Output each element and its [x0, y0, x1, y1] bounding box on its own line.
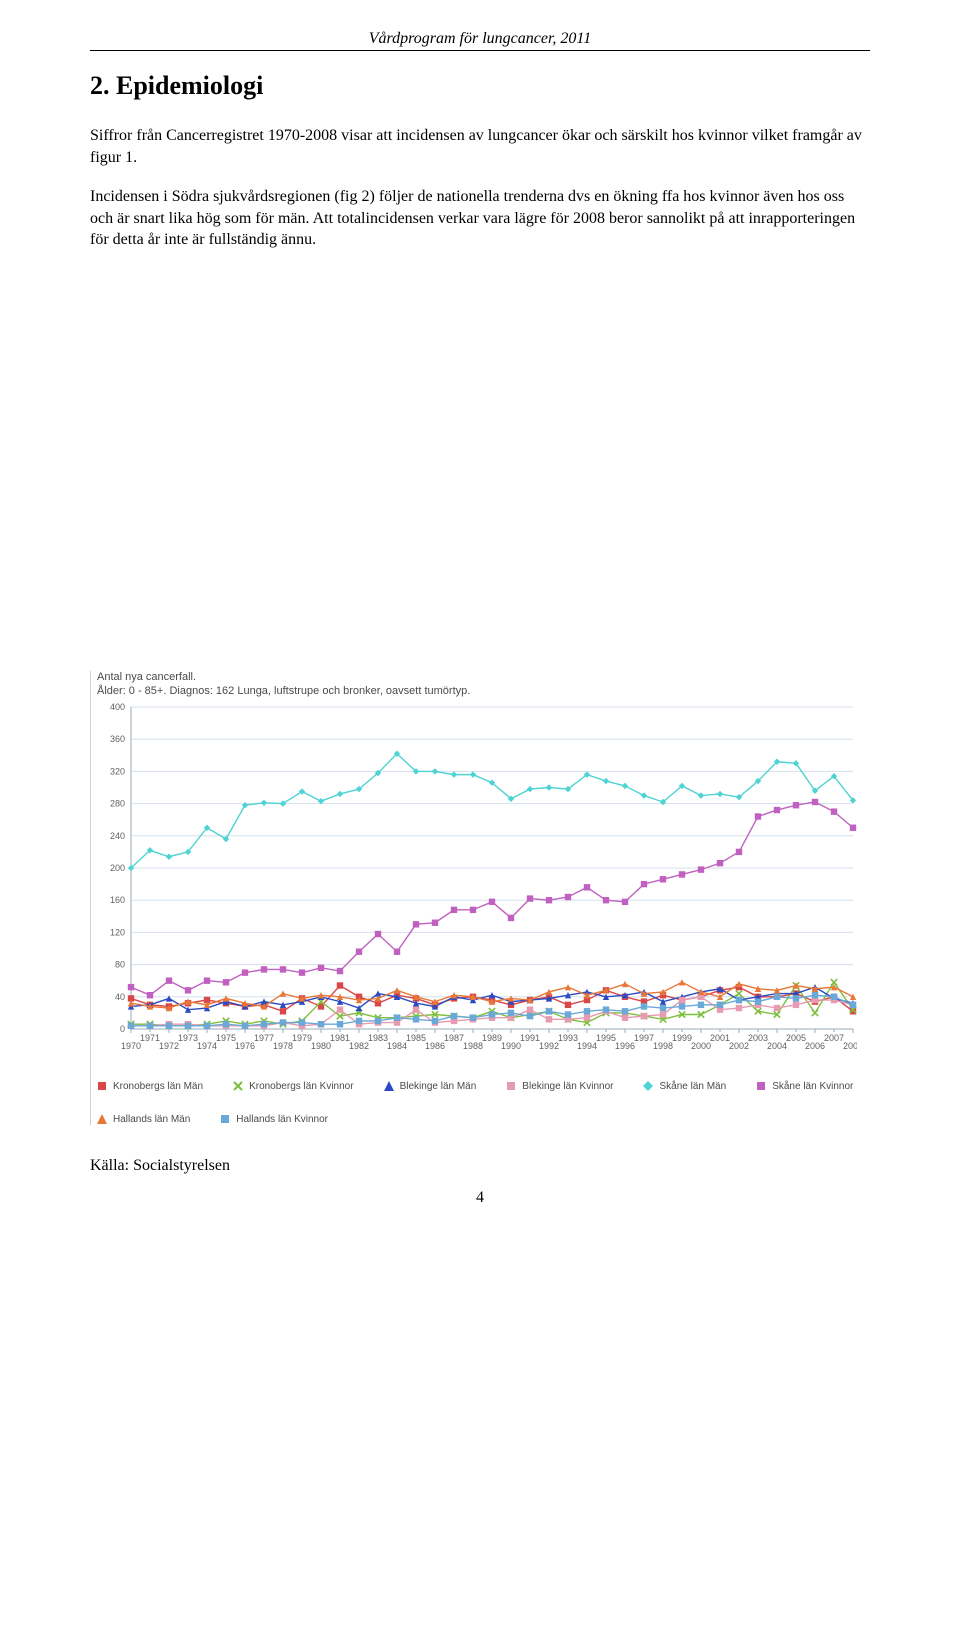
chart-caption-line2: Ålder: 0 - 85+. Diagnos: 162 Lunga, luft… [97, 685, 870, 697]
svg-text:1979: 1979 [292, 1033, 312, 1043]
legend-item-halland_kvinnor: Hallands län Kvinnor [220, 1114, 328, 1125]
legend-label: Skåne län Män [659, 1081, 726, 1092]
svg-text:200: 200 [110, 863, 125, 873]
chart-container: Antal nya cancerfall. Ålder: 0 - 85+. Di… [90, 671, 870, 1125]
legend-item-skane_kvinnor: Skåne län Kvinnor [756, 1081, 853, 1092]
svg-text:1976: 1976 [235, 1041, 255, 1051]
legend-label: Hallands län Kvinnor [236, 1114, 328, 1125]
svg-text:280: 280 [110, 799, 125, 809]
svg-text:1985: 1985 [406, 1033, 426, 1043]
svg-text:1988: 1988 [463, 1041, 483, 1051]
svg-text:1971: 1971 [140, 1033, 160, 1043]
svg-text:240: 240 [110, 831, 125, 841]
svg-text:1999: 1999 [672, 1033, 692, 1043]
legend-item-halland_man: Hallands län Män [97, 1114, 190, 1125]
legend-marker-icon [233, 1081, 243, 1091]
paragraph-2: Incidensen i Södra sjukvårdsregionen (fi… [90, 186, 870, 251]
svg-text:2005: 2005 [786, 1033, 806, 1043]
svg-text:1983: 1983 [368, 1033, 388, 1043]
svg-text:1982: 1982 [349, 1041, 369, 1051]
legend-marker-icon [97, 1114, 107, 1124]
legend-item-blekinge_man: Blekinge län Män [384, 1081, 477, 1092]
svg-text:1998: 1998 [653, 1041, 673, 1051]
svg-text:1970: 1970 [121, 1041, 141, 1051]
legend-marker-icon [643, 1081, 653, 1091]
legend-marker-icon [97, 1081, 107, 1091]
svg-text:1981: 1981 [330, 1033, 350, 1043]
legend-label: Blekinge län Kvinnor [522, 1081, 613, 1092]
svg-text:1972: 1972 [159, 1041, 179, 1051]
svg-text:1996: 1996 [615, 1041, 635, 1051]
chart-legend: Kronobergs län Män Kronobergs län Kvinnor… [97, 1081, 870, 1125]
svg-text:40: 40 [115, 992, 125, 1002]
svg-text:1993: 1993 [558, 1033, 578, 1043]
svg-text:2002: 2002 [729, 1041, 749, 1051]
svg-text:1997: 1997 [634, 1033, 654, 1043]
svg-text:1977: 1977 [254, 1033, 274, 1043]
page-header: Vårdprogram för lungcancer, 2011 [90, 30, 870, 51]
svg-text:120: 120 [110, 927, 125, 937]
svg-text:1975: 1975 [216, 1033, 236, 1043]
svg-text:1974: 1974 [197, 1041, 217, 1051]
svg-text:1989: 1989 [482, 1033, 502, 1043]
svg-text:360: 360 [110, 734, 125, 744]
svg-text:1980: 1980 [311, 1041, 331, 1051]
svg-text:1990: 1990 [501, 1041, 521, 1051]
chart-caption-line1: Antal nya cancerfall. [97, 671, 870, 683]
legend-marker-icon [384, 1081, 394, 1091]
legend-label: Kronobergs län Kvinnor [249, 1081, 354, 1092]
svg-text:1984: 1984 [387, 1041, 407, 1051]
svg-text:1995: 1995 [596, 1033, 616, 1043]
svg-text:400: 400 [110, 702, 125, 712]
svg-text:2006: 2006 [805, 1041, 825, 1051]
svg-text:1987: 1987 [444, 1033, 464, 1043]
page-number: 4 [90, 1189, 870, 1207]
legend-item-blekinge_kvinnor: Blekinge län Kvinnor [506, 1081, 613, 1092]
svg-text:80: 80 [115, 960, 125, 970]
legend-label: Hallands län Män [113, 1114, 190, 1125]
legend-item-skane_man: Skåne län Män [643, 1081, 726, 1092]
svg-text:2000: 2000 [691, 1041, 711, 1051]
legend-label: Skåne län Kvinnor [772, 1081, 853, 1092]
legend-label: Kronobergs län Män [113, 1081, 203, 1092]
legend-marker-icon [220, 1114, 230, 1124]
legend-label: Blekinge län Män [400, 1081, 477, 1092]
svg-text:1991: 1991 [520, 1033, 540, 1043]
legend-marker-icon [506, 1081, 516, 1091]
svg-text:1986: 1986 [425, 1041, 445, 1051]
svg-text:1973: 1973 [178, 1033, 198, 1043]
svg-text:2003: 2003 [748, 1033, 768, 1043]
legend-item-kronoberg_man: Kronobergs län Män [97, 1081, 203, 1092]
svg-text:1992: 1992 [539, 1041, 559, 1051]
svg-text:2004: 2004 [767, 1041, 787, 1051]
paragraph-1: Siffror från Cancerregistret 1970-2008 v… [90, 125, 870, 168]
svg-text:2007: 2007 [824, 1033, 844, 1043]
svg-text:1978: 1978 [273, 1041, 293, 1051]
legend-item-kronoberg_kvinnor: Kronobergs län Kvinnor [233, 1081, 354, 1092]
line-chart: 0408012016020024028032036040019701972197… [97, 699, 857, 1059]
svg-text:320: 320 [110, 766, 125, 776]
svg-text:1994: 1994 [577, 1041, 597, 1051]
svg-text:160: 160 [110, 895, 125, 905]
legend-marker-icon [756, 1081, 766, 1091]
source-text: Källa: Socialstyrelsen [90, 1157, 870, 1175]
svg-text:0: 0 [120, 1024, 125, 1034]
svg-text:2001: 2001 [710, 1033, 730, 1043]
svg-text:2008: 2008 [843, 1041, 857, 1051]
section-title: 2. Epidemiologi [90, 71, 870, 101]
